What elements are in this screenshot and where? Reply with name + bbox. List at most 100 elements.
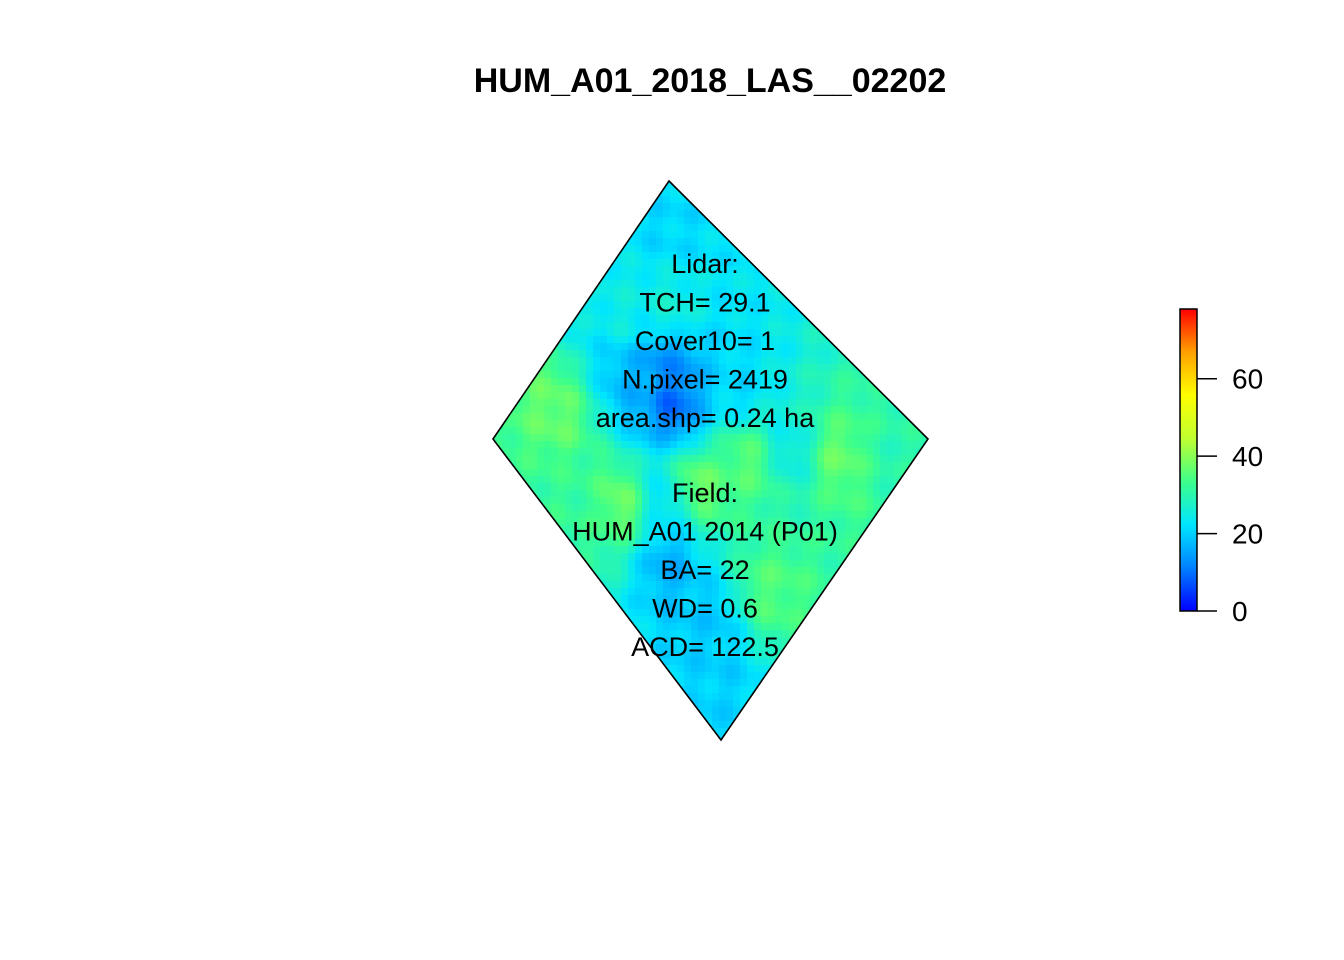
raster-cell bbox=[663, 406, 671, 414]
raster-cell bbox=[824, 476, 832, 484]
field_annotation-line: BA= 22 bbox=[660, 555, 749, 585]
raster-cell bbox=[845, 378, 853, 386]
raster-cell bbox=[656, 588, 664, 596]
raster-cell bbox=[572, 490, 580, 498]
raster-cell bbox=[838, 518, 846, 526]
raster-cell bbox=[789, 322, 797, 330]
raster-cell bbox=[803, 350, 811, 358]
raster-cell bbox=[796, 441, 804, 449]
raster-cell bbox=[579, 406, 587, 414]
raster-cell bbox=[621, 329, 629, 337]
raster-cell bbox=[621, 252, 629, 260]
raster-cell bbox=[579, 371, 587, 379]
raster-cell bbox=[817, 518, 825, 526]
raster-cell bbox=[831, 385, 839, 393]
raster-cell bbox=[726, 301, 734, 309]
raster-cell bbox=[782, 497, 790, 505]
raster-cell bbox=[782, 364, 790, 372]
raster-cell bbox=[838, 483, 846, 491]
raster-cell bbox=[754, 553, 762, 561]
raster-cell bbox=[747, 658, 755, 666]
raster-cell bbox=[516, 434, 524, 442]
raster-cell bbox=[614, 455, 622, 463]
raster-cell bbox=[628, 462, 636, 470]
raster-cell bbox=[817, 497, 825, 505]
raster-cell bbox=[642, 224, 650, 232]
raster-cell bbox=[726, 651, 734, 659]
raster-cell bbox=[845, 462, 853, 470]
raster-cell bbox=[817, 385, 825, 393]
raster-cell bbox=[768, 539, 776, 547]
raster-cell bbox=[803, 308, 811, 316]
raster-cell bbox=[789, 511, 797, 519]
raster-cell bbox=[803, 518, 811, 526]
raster-cell bbox=[593, 357, 601, 365]
raster-cell bbox=[761, 532, 769, 540]
raster-cell bbox=[698, 203, 706, 211]
raster-cell bbox=[768, 532, 776, 540]
raster-cell bbox=[656, 182, 664, 190]
raster-cell bbox=[621, 581, 629, 589]
raster-cell bbox=[635, 238, 643, 246]
raster-cell bbox=[789, 336, 797, 344]
raster-cell bbox=[803, 469, 811, 477]
raster-cell bbox=[579, 287, 587, 295]
raster-cell bbox=[761, 343, 769, 351]
raster-cell bbox=[684, 476, 692, 484]
raster-cell bbox=[614, 553, 622, 561]
raster-cell bbox=[733, 364, 741, 372]
raster-cell bbox=[635, 539, 643, 547]
raster-cell bbox=[663, 280, 671, 288]
raster-cell bbox=[691, 392, 699, 400]
raster-cell bbox=[740, 315, 748, 323]
raster-cell bbox=[733, 539, 741, 547]
raster-cell bbox=[684, 553, 692, 561]
raster-cell bbox=[852, 553, 860, 561]
raster-cell bbox=[656, 574, 664, 582]
raster-cell bbox=[824, 490, 832, 498]
raster-cell bbox=[880, 427, 888, 435]
raster-cell bbox=[768, 553, 776, 561]
raster-cell bbox=[565, 364, 573, 372]
raster-cell bbox=[887, 504, 895, 512]
raster-cell bbox=[642, 476, 650, 484]
raster-cell bbox=[572, 560, 580, 568]
raster-cell bbox=[684, 672, 692, 680]
raster-cell bbox=[754, 462, 762, 470]
raster-cell bbox=[628, 567, 636, 575]
raster-cell bbox=[614, 392, 622, 400]
raster-cell bbox=[712, 588, 720, 596]
raster-cell bbox=[691, 231, 699, 239]
raster-cell bbox=[600, 301, 608, 309]
raster-cell bbox=[796, 581, 804, 589]
raster-cell bbox=[852, 448, 860, 456]
raster-cell bbox=[698, 651, 706, 659]
raster-cell bbox=[719, 287, 727, 295]
raster-cell bbox=[593, 525, 601, 533]
raster-cell bbox=[649, 497, 657, 505]
raster-cell bbox=[586, 343, 594, 351]
raster-cell bbox=[670, 343, 678, 351]
raster-cell bbox=[537, 441, 545, 449]
raster-cell bbox=[698, 273, 706, 281]
raster-cell bbox=[628, 441, 636, 449]
raster-cell bbox=[579, 441, 587, 449]
raster-cell bbox=[719, 406, 727, 414]
raster-cell bbox=[656, 553, 664, 561]
raster-cell bbox=[607, 434, 615, 442]
raster-cell bbox=[726, 287, 734, 295]
raster-cell bbox=[670, 287, 678, 295]
raster-cell bbox=[824, 357, 832, 365]
raster-cell bbox=[705, 469, 713, 477]
raster-cell bbox=[866, 413, 874, 421]
raster-cell bbox=[705, 672, 713, 680]
raster-cell bbox=[642, 308, 650, 316]
raster-cell bbox=[810, 399, 818, 407]
raster-cell bbox=[698, 392, 706, 400]
raster-cell bbox=[593, 469, 601, 477]
raster-cell bbox=[635, 322, 643, 330]
raster-cell bbox=[684, 399, 692, 407]
raster-cell bbox=[579, 511, 587, 519]
raster-cell bbox=[579, 567, 587, 575]
raster-cell bbox=[579, 308, 587, 316]
